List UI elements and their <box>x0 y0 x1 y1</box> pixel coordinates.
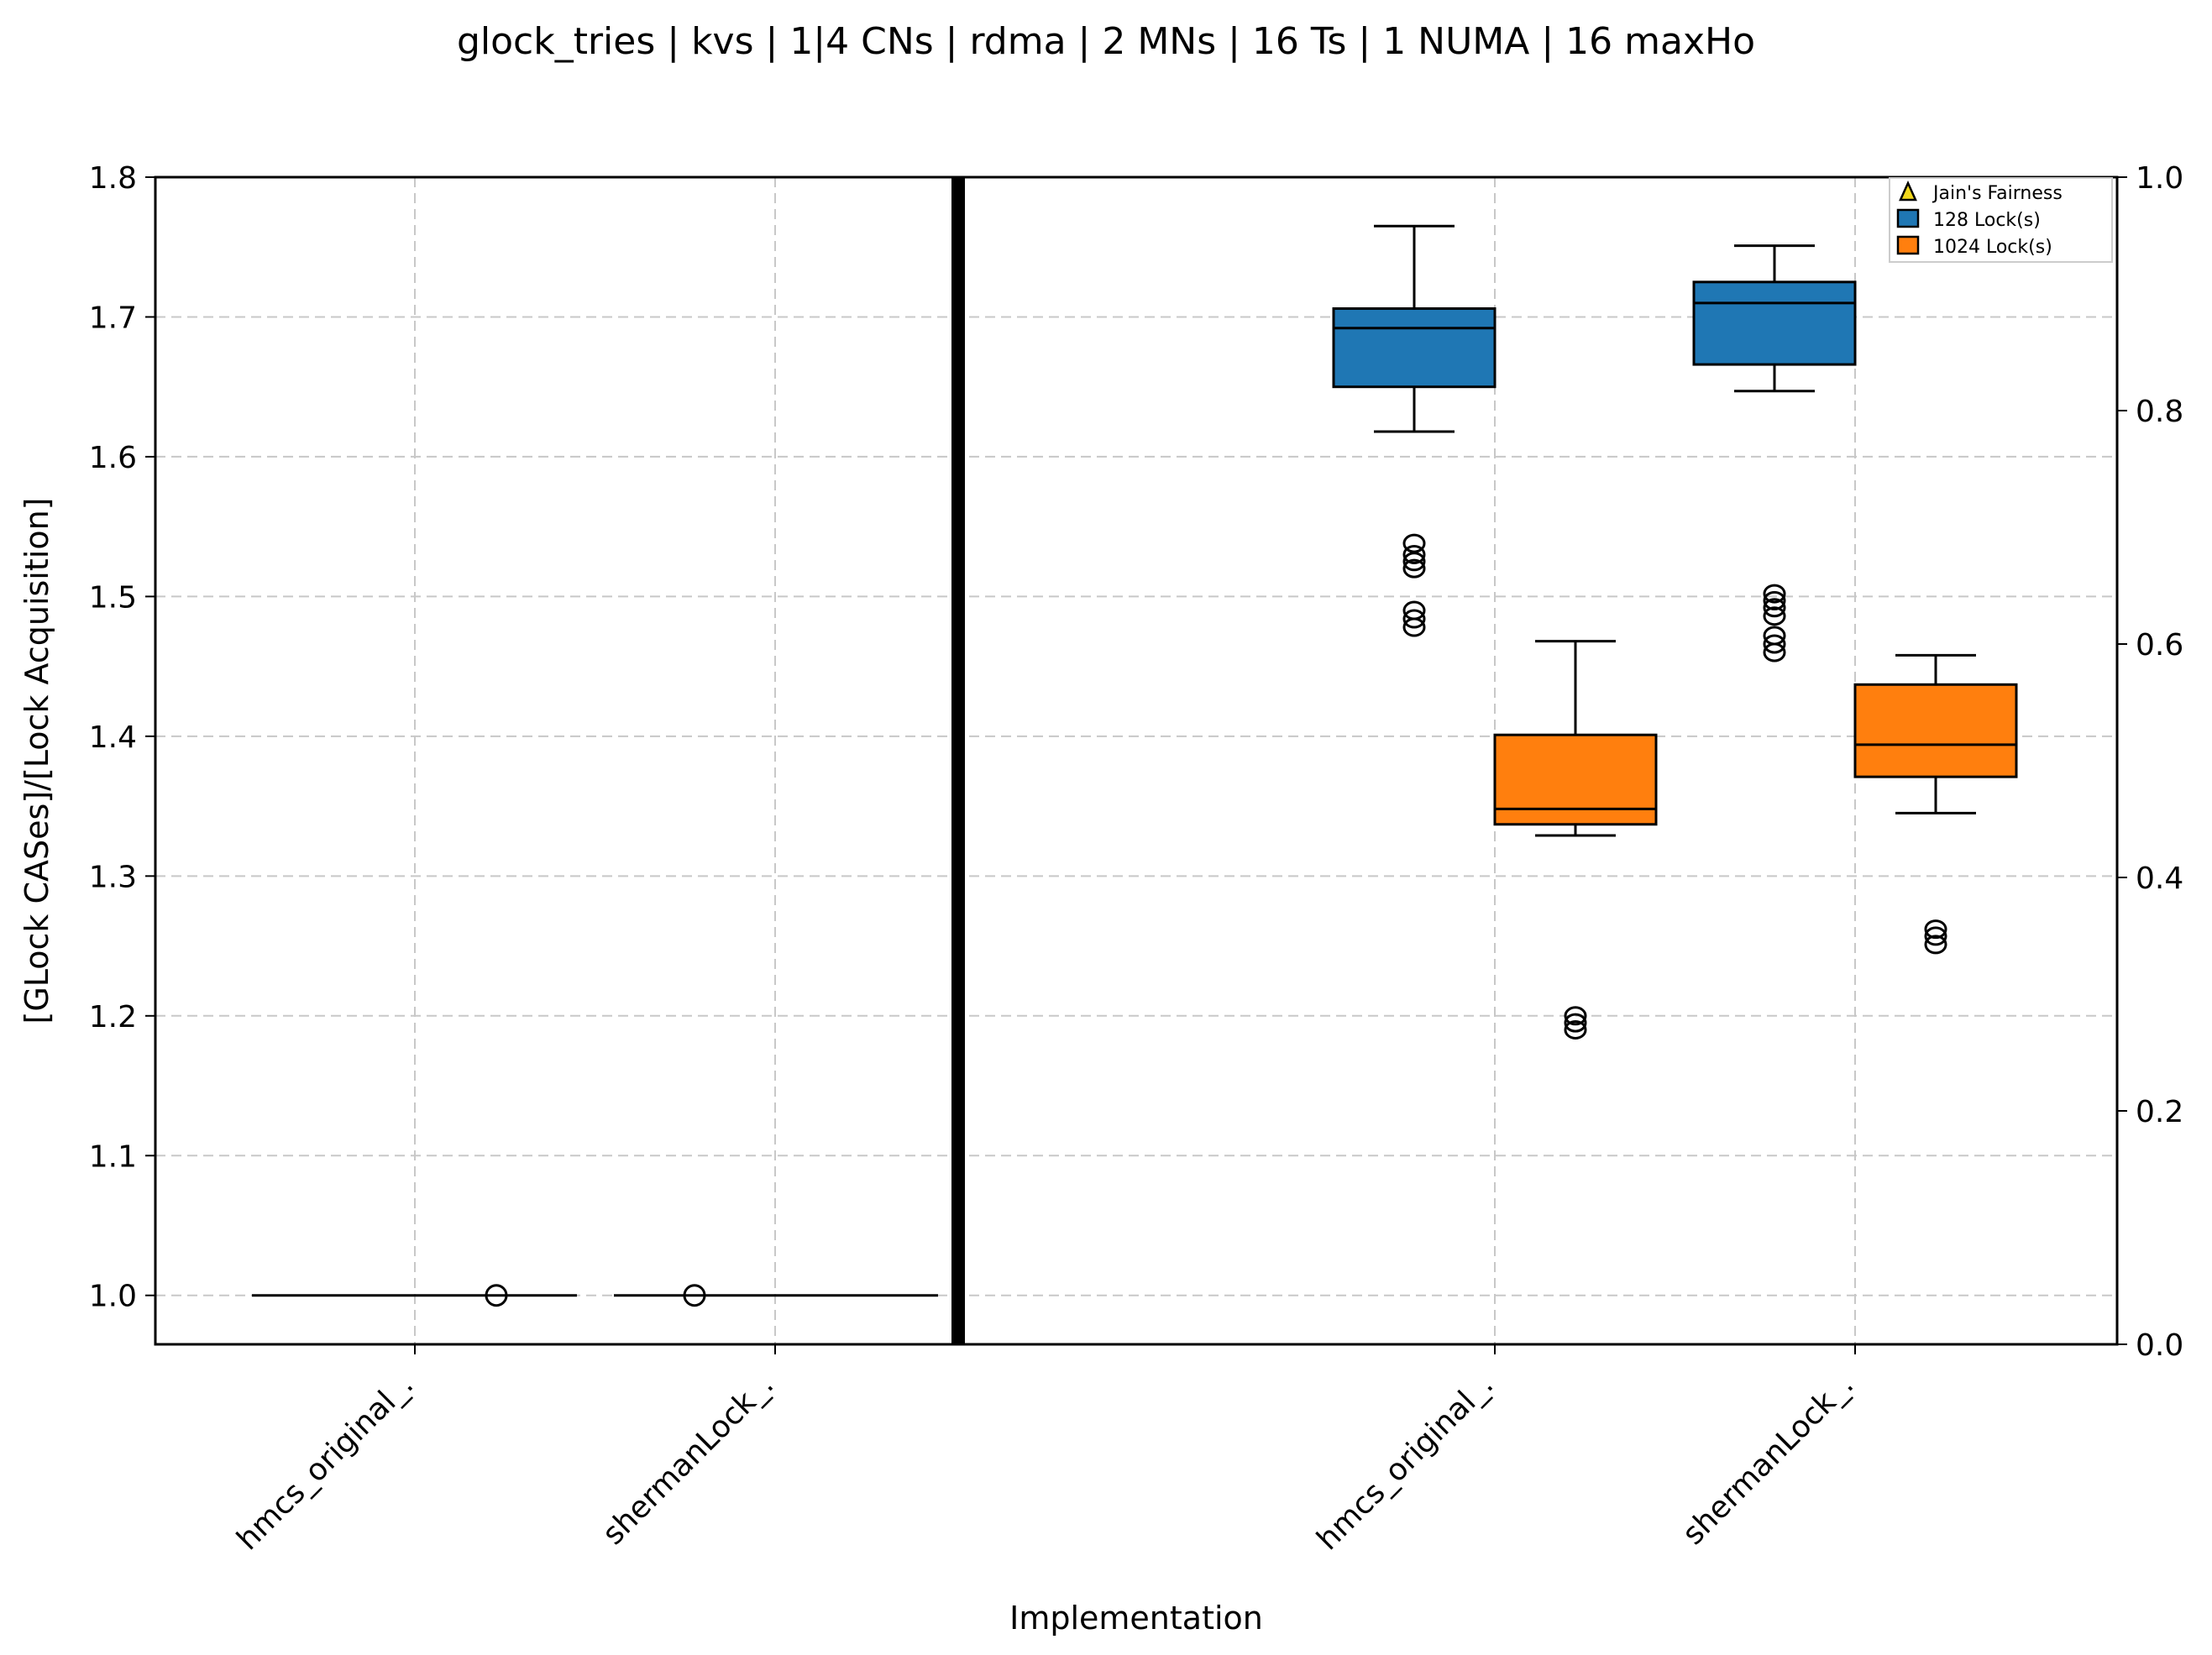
legend-label: 128 Lock(s) <box>1933 210 2041 231</box>
outlier <box>1564 1013 1587 1033</box>
x-tick-label: shermanLock_. <box>1676 1367 1860 1551</box>
x-tick-label: shermanLock_. <box>596 1367 780 1551</box>
fairness-mean-marker <box>485 1284 508 1307</box>
outlier <box>1402 609 1426 629</box>
outlier <box>1402 544 1426 564</box>
outlier <box>1564 1006 1587 1026</box>
outlier <box>1402 558 1426 579</box>
outlier <box>1924 919 1947 940</box>
fairness-mean-marker <box>683 1284 706 1307</box>
legend: Jain's Fairness 128 Lock(s) 1024 Lock(s) <box>1889 177 2113 263</box>
x-tick-label: hmcs_original_. <box>230 1367 420 1557</box>
y-tick-label: 1.8 <box>89 161 137 196</box>
box <box>1853 683 2018 778</box>
legend-label: 1024 Lock(s) <box>1933 237 2052 258</box>
box <box>1692 280 1857 366</box>
y-tick-label: 1.4 <box>89 720 137 755</box>
y-tick-label: 1.7 <box>89 301 137 335</box>
chart-title: glock_tries | kvs | 1|4 CNs | rdma | 2 M… <box>457 20 1755 63</box>
outlier <box>1924 926 1947 946</box>
y2-tick-label: 0.4 <box>2136 862 2183 896</box>
y2-tick-label: 0.2 <box>2136 1095 2183 1129</box>
y2-axis: 0.0 0.2 0.4 0.6 0.8 1.0 <box>2117 161 2183 1363</box>
outlier <box>1763 634 1786 654</box>
y2-tick-label: 1.0 <box>2136 161 2183 196</box>
outlier <box>1564 1019 1587 1040</box>
outlier <box>1763 590 1786 610</box>
y-tick-label: 1.0 <box>89 1280 137 1314</box>
y-tick-label: 1.5 <box>89 580 137 615</box>
y-tick-label: 1.1 <box>89 1139 137 1174</box>
outlier <box>1402 617 1426 637</box>
outlier <box>1763 642 1786 663</box>
outlier <box>1924 935 1947 955</box>
outlier <box>1402 533 1426 553</box>
x-axis-label: Implementation <box>1009 1600 1263 1637</box>
legend-marker-square <box>1896 235 1920 255</box>
legend-marker-triangle <box>1899 180 1917 202</box>
y2-tick-label: 0.8 <box>2136 395 2183 429</box>
box-plots <box>252 224 2018 1307</box>
legend-marker-square <box>1896 208 1920 228</box>
x-tick-label: hmcs_original_. <box>1310 1367 1500 1557</box>
plot-frame <box>154 175 2119 1346</box>
y-tick-label: 1.6 <box>89 441 137 475</box>
outlier <box>1763 584 1786 604</box>
y2-tick-label: 0.0 <box>2136 1328 2183 1363</box>
legend-frame <box>1889 177 2113 263</box>
outlier <box>1763 606 1786 626</box>
y-axis-label: [GLock CASes]/[Lock Acquisition] <box>18 498 55 1024</box>
legend-label: Jain's Fairness <box>1932 183 2063 204</box>
y-axis: 1.0 1.1 1.2 1.3 1.4 1.5 1.6 1.7 1.8 <box>89 161 155 1314</box>
box <box>1332 306 1497 389</box>
outlier <box>1402 552 1426 572</box>
y-tick-label: 1.3 <box>89 860 137 894</box>
x-axis: hmcs_original_. shermanLock_. hmcs_origina… <box>230 1344 1860 1557</box>
box <box>1493 733 1658 826</box>
outlier <box>1763 598 1786 618</box>
y-tick-label: 1.2 <box>89 1000 137 1034</box>
y2-tick-label: 0.6 <box>2136 628 2183 663</box>
